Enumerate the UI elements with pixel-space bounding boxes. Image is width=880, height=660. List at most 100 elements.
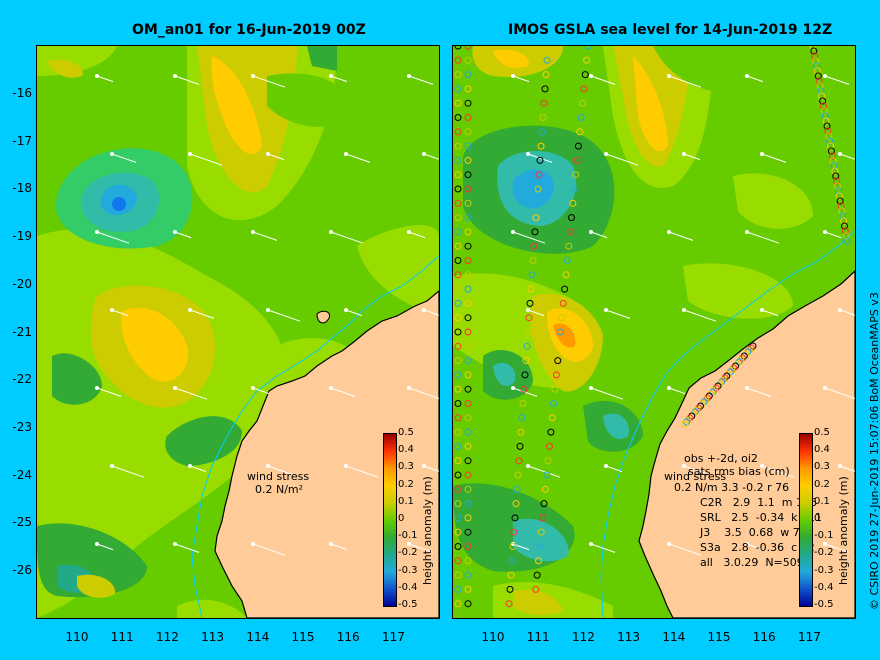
wind-arrow-head [266,152,270,156]
colorbar-tick: 0.3 [814,461,830,473]
altimeter-obs [544,457,552,465]
wind-arrow [824,543,850,553]
wind-arrow-head [667,542,671,546]
altimeter-obs [464,500,472,508]
wind-arrow [668,231,694,241]
altimeter-obs [537,142,545,150]
wind-arrow [267,153,285,161]
colorbar-tick: 0.1 [814,495,830,507]
altimeter-obs [520,385,528,393]
altimeter-obs [464,528,472,536]
colorbar-tick: 0.5 [398,427,414,438]
altimeter-obs [513,485,521,493]
altimeter-obs [519,400,527,407]
altimeter-obs [716,380,724,388]
altimeter-obs [531,228,539,236]
altimeter-obs [839,212,847,220]
wind-arrow-head [188,152,192,156]
x-tick-label: 110 [65,630,89,644]
altimeter-obs [544,46,552,50]
altimeter-obs [454,571,462,579]
altimeter-obs [747,344,755,352]
wind-arrow [839,465,855,472]
wind-arrow-head [511,386,515,390]
altimeter-obs [506,585,514,593]
altimeter-obs [536,543,544,550]
altimeter-obs [551,385,559,393]
wind-arrow-head [329,230,333,234]
wind-arrow-head [251,230,255,234]
altimeter-obs [543,56,551,64]
altimeter-obs [454,371,462,379]
altimeter-obs [543,471,551,479]
altimeter-obs [454,171,462,179]
wind-arrow [512,231,546,244]
x-tick-label: 117 [797,630,821,644]
altimeter-obs [529,257,537,264]
altimeter-obs [510,528,518,536]
wind-arrow [590,543,616,553]
x-tick-label: 112 [571,630,595,644]
altimeter-obs [552,371,560,379]
altimeter-obs [730,364,738,372]
altimeter-obs [809,46,817,50]
altimeter-obs [728,366,736,374]
y-tick-label: -25 [12,515,32,530]
wind-arrow [839,309,855,316]
left-map-panel [36,45,440,619]
altimeter-obs [740,352,748,360]
altimeter-obs [516,442,524,450]
altimeter-obs [464,99,472,107]
wind-arrow [189,465,207,473]
altimeter-obs [536,156,544,164]
wind-arrow [252,75,286,88]
altimeter-obs [690,410,697,418]
altimeter-obs [830,162,838,170]
altimeter-obs [840,217,848,225]
altimeter-obs [454,585,462,593]
altimeter-obs [464,314,472,322]
altimeter-obs [464,442,472,450]
altimeter-obs [454,242,462,250]
altimeter-obs [454,514,462,522]
wind-arrow-head [110,464,114,468]
colorbar-tick: -0.1 [398,530,418,542]
left-wind-vectors [95,74,439,556]
altimeter-obs [454,471,462,479]
altimeter-obs [746,346,753,354]
altimeter-obs [579,99,586,107]
wind-arrow [423,465,439,472]
altimeter-obs [554,357,562,365]
altimeter-obs [530,600,538,608]
wind-arrow [605,153,639,166]
altimeter-obs [509,543,517,550]
altimeter-obs [464,471,472,479]
altimeter-obs [812,57,820,65]
altimeter-obs [454,600,462,608]
altimeter-obs [542,71,550,79]
altimeter-obs [820,102,827,110]
altimeter-obs [454,457,462,465]
altimeter-obs [535,171,543,179]
altimeter-obs [580,85,588,93]
altimeter-obs [681,420,689,428]
altimeter-obs [512,500,520,508]
altimeter-obs [454,285,462,293]
altimeter-obs [537,528,545,536]
wind-arrow-head [526,152,530,156]
altimeter-obs [568,214,575,222]
right-map-panel [452,45,856,619]
wind-arrow [345,309,363,317]
left-colorbar-title: height anomaly (m) [421,476,434,585]
altimeter-obs [454,99,462,107]
altimeter-obs [841,227,849,235]
altimeter-obs [541,485,549,493]
wind-arrow-head [422,308,426,312]
altimeter-obs [539,114,547,121]
altimeter-obs [454,85,462,93]
altimeter-obs [824,127,832,135]
colorbar-tick: -0.3 [814,564,834,576]
altimeter-obs [702,396,710,404]
altimeter-obs [464,128,472,136]
right-colorbar [799,433,813,607]
